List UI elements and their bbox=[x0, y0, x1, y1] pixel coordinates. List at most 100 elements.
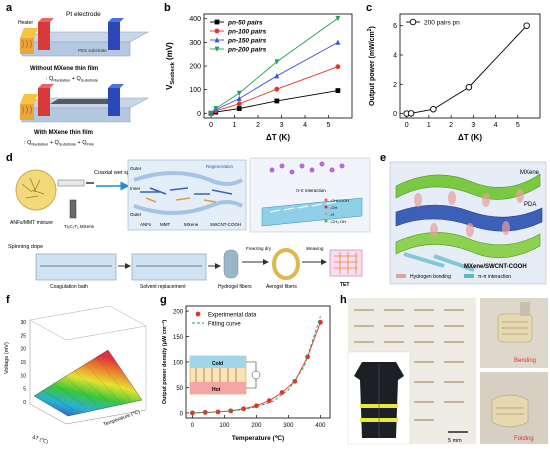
panel-e-schematic: MXene PDA MXene/SWCNT-COOH Hydrogen bond… bbox=[389, 161, 547, 285]
mxene-swcnt-label: MXene/SWCNT-COOH bbox=[464, 264, 527, 270]
hbond-legend-swatch bbox=[396, 274, 406, 278]
panel-h: h 5 mm Bending Folding bbox=[340, 292, 550, 447]
x-tick-label: 3 bbox=[471, 122, 475, 129]
f-y-tick-label: 5 bbox=[23, 387, 26, 393]
panel-h-photos: 5 mm Bending Folding bbox=[347, 298, 548, 445]
data-point bbox=[274, 59, 280, 65]
data-point bbox=[254, 403, 259, 409]
hydrogel-label: Hydrogel fibers bbox=[218, 284, 252, 290]
series-line bbox=[406, 25, 527, 115]
data-point bbox=[279, 390, 285, 395]
inset-hot-label: Hot bbox=[212, 387, 221, 393]
chart-f-voltage-surface: 0 5 10 15 20 25 30 Voltage (mV) ΔT (℃) Tempera… bbox=[4, 305, 147, 446]
panel-a-schematic: Pt electrode Heater PES substrate Withou… bbox=[18, 11, 150, 147]
tet-label: TET bbox=[340, 282, 349, 288]
f-surface bbox=[33, 349, 143, 417]
data-point bbox=[208, 110, 214, 117]
inner-label: Inner bbox=[130, 186, 141, 191]
coagulation-bath bbox=[35, 253, 117, 281]
y-axis-label: VSeebeck (mV) bbox=[165, 42, 176, 90]
series-line bbox=[210, 66, 339, 114]
device-bottom bbox=[20, 84, 150, 123]
y-tick-label: 0 bbox=[393, 111, 397, 118]
y-tick-label: 0 bbox=[197, 111, 201, 118]
panel-h-label: h bbox=[340, 294, 347, 306]
series-line bbox=[192, 316, 321, 414]
mixture-label: ANFs/MMT mixture bbox=[10, 220, 53, 226]
data-point bbox=[228, 408, 234, 414]
x-tick-label: 1 bbox=[233, 122, 237, 129]
x-tick-label: 0 bbox=[209, 122, 213, 129]
bending-label: Bending bbox=[514, 358, 536, 364]
x-tick-label: 0 bbox=[191, 423, 195, 429]
svg-text:-CHCOOH: -CHCOOH bbox=[330, 198, 349, 203]
y-tick-label: 100 bbox=[173, 361, 184, 367]
outer-label-2: Outer bbox=[130, 212, 142, 217]
syringe-bottom bbox=[69, 199, 77, 219]
panel-g: g 0 100 200 300 400 0 50 100 150 200 Temperature (… bbox=[158, 292, 338, 447]
panel-b-label: b bbox=[164, 2, 171, 14]
x-tick-label: 5 bbox=[327, 122, 331, 129]
x-tick-label: 200 bbox=[251, 423, 262, 429]
y-tick-label: 2 bbox=[393, 82, 397, 89]
y-axis-label: Output power (mW/cm2) bbox=[367, 26, 376, 106]
data-point bbox=[266, 398, 272, 404]
tet-device bbox=[329, 249, 363, 277]
y-tick-label: 4 bbox=[393, 53, 397, 60]
hydrogel-fiber-spool bbox=[223, 249, 239, 279]
with-mxene-title: With MXene thin film bbox=[34, 130, 93, 136]
device-top bbox=[20, 18, 150, 57]
panel-f: f 0 5 10 15 20 25 30 Voltage (mV) ΔT (℃ bbox=[0, 292, 156, 447]
panel-d-label: d bbox=[6, 152, 13, 164]
data-point bbox=[335, 15, 341, 22]
legend-label: pn-150 pairs bbox=[227, 38, 267, 45]
outer-label-1: Outer bbox=[130, 166, 142, 171]
legend-marker bbox=[195, 311, 201, 317]
data-point bbox=[465, 83, 473, 91]
f-y-tick-label: 10 bbox=[20, 373, 26, 379]
y-tick-label: 6 bbox=[393, 23, 397, 30]
y-axis-label: Output power density (μW cm⁻²) bbox=[161, 320, 168, 405]
f-y-tick-label: 15 bbox=[20, 360, 26, 366]
data-point bbox=[292, 378, 298, 384]
legend-label: pn-200 pairs bbox=[227, 47, 267, 54]
x-tick-label: 400 bbox=[315, 423, 326, 429]
anfs-label: ANFs bbox=[140, 222, 152, 227]
panel-d: d ANFs/MMT mixture Coaxial wet spinning … bbox=[0, 150, 372, 292]
x-axis-label: ΔT (K) bbox=[458, 133, 482, 142]
swcnt-label: SWCNT-COOH bbox=[210, 222, 241, 227]
solvent-label: Solvent replacement bbox=[140, 284, 186, 290]
x-tick-label: 4 bbox=[303, 122, 307, 129]
legend-marker bbox=[214, 28, 220, 34]
mmt-label: MMT bbox=[160, 222, 170, 227]
chart-b-seebeck: 0 1 2 3 4 5 0 100 200 300 400 ΔT (K) VSeebeck (mV) pn… bbox=[165, 13, 353, 142]
pt-electrode-label: Pt electrode bbox=[66, 11, 101, 18]
group-legend: -CHCOOH -OH -H -CH₂-OH bbox=[324, 198, 349, 224]
data-point bbox=[274, 73, 280, 79]
f-xlabel: Temperature (℃) bbox=[103, 409, 141, 428]
legend-marker bbox=[409, 18, 417, 26]
data-point bbox=[407, 110, 415, 117]
inset-cold-label: Cold bbox=[212, 361, 223, 367]
hbond-legend-label: Hydrogen bonding bbox=[410, 274, 451, 280]
legend-label: Fitting curve bbox=[208, 322, 241, 328]
y-tick-label: 50 bbox=[176, 386, 183, 392]
pda-label: PDA bbox=[524, 202, 536, 208]
x-tick-label: 5 bbox=[516, 122, 520, 129]
coagulation-label: Coagulation bath bbox=[50, 284, 88, 290]
panel-a-label: a bbox=[6, 2, 13, 14]
f-y-tick-label: 25 bbox=[20, 333, 26, 339]
data-point bbox=[305, 354, 310, 360]
x-tick-label: 0 bbox=[405, 122, 409, 129]
mxene-layer-bottom bbox=[395, 232, 541, 259]
legend-label: pn-100 pairs bbox=[227, 29, 267, 36]
x-tick-label: 300 bbox=[283, 423, 294, 429]
solvent-bath bbox=[131, 253, 207, 281]
freezing-label: Freezing dry bbox=[246, 246, 272, 251]
legend-label: pn-50 pairs bbox=[227, 20, 263, 27]
f-y-tick-label: 0 bbox=[23, 400, 26, 406]
coaxial-label: Coaxial wet spinning bbox=[94, 170, 144, 176]
x-tick-label: 1 bbox=[427, 122, 431, 129]
y-tick-label: 0 bbox=[180, 411, 184, 417]
panel-f-label: f bbox=[6, 294, 10, 306]
